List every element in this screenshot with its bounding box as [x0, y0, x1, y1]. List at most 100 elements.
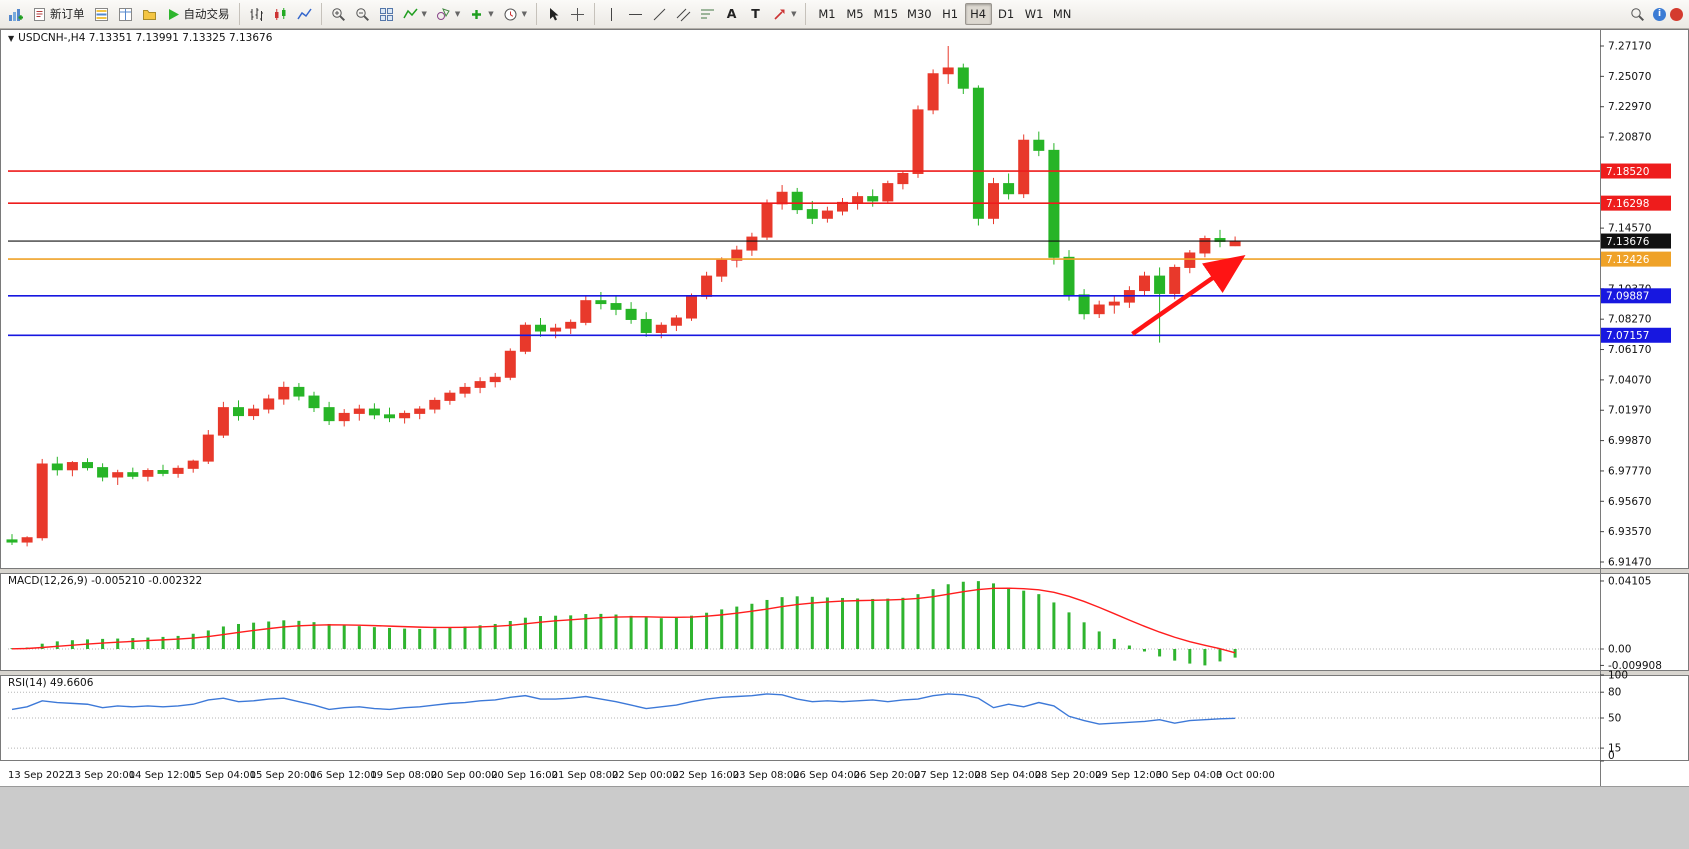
timeframe-m5[interactable]: M5 [841, 3, 868, 25]
zoom-in-button[interactable] [327, 3, 350, 25]
svg-text:7.01970: 7.01970 [1608, 405, 1651, 417]
new-order-label: 新订单 [50, 7, 85, 21]
toolbar-separator [238, 3, 240, 25]
svg-text:7.04070: 7.04070 [1608, 374, 1651, 386]
svg-text:50: 50 [1608, 713, 1621, 725]
text-button[interactable]: A [720, 3, 743, 25]
crosshair-button[interactable] [566, 3, 589, 25]
svg-text:7.16298: 7.16298 [1606, 198, 1649, 210]
search-button[interactable] [1626, 3, 1649, 25]
crosshair-icon [571, 7, 585, 21]
text-tool-icon: A [726, 5, 737, 21]
svg-text:30 Sep 04:00: 30 Sep 04:00 [1156, 770, 1223, 781]
svg-text:6.95670: 6.95670 [1608, 496, 1651, 508]
navigator-icon [142, 9, 156, 20]
svg-text:100: 100 [1608, 670, 1628, 682]
one-click-trading-arrow[interactable]: ▼ [8, 33, 15, 43]
chart-candles-button[interactable] [269, 3, 292, 25]
toolbar: 新订单 自动交易 [0, 0, 1689, 29]
svg-text:6.91470: 6.91470 [1608, 557, 1651, 569]
svg-text:26 Sep 04:00: 26 Sep 04:00 [793, 770, 860, 781]
fibonacci-button[interactable] [696, 3, 719, 25]
timeframe-m1[interactable]: M1 [813, 3, 840, 25]
toolbar-separator [594, 3, 596, 25]
arrows-button[interactable]: ▼ [768, 3, 800, 25]
svg-text:7.07157: 7.07157 [1606, 330, 1649, 342]
vertical-line-icon [611, 7, 613, 21]
timeframe-mn[interactable]: MN [1049, 3, 1076, 25]
svg-text:27 Sep 12:00: 27 Sep 12:00 [914, 770, 981, 781]
templates-button[interactable]: ▼ [465, 3, 497, 25]
svg-text:7.08270: 7.08270 [1608, 314, 1651, 326]
toolbar-separator [805, 3, 807, 25]
svg-text:7.14570: 7.14570 [1608, 223, 1651, 235]
chart-region: 7.271707.250707.229707.208707.145707.103… [0, 29, 1689, 786]
label-tool-icon: T [751, 5, 760, 21]
tile-windows-icon [379, 7, 393, 21]
navigator-button[interactable] [138, 3, 161, 25]
search-icon [1631, 7, 1645, 21]
new-order-button[interactable]: 新订单 [28, 3, 89, 25]
svg-text:6.99870: 6.99870 [1608, 435, 1651, 447]
horizontal-line-button[interactable] [624, 3, 647, 25]
zoom-in-icon [331, 7, 345, 21]
alert-icon[interactable] [1670, 7, 1683, 21]
fibonacci-icon [701, 9, 715, 18]
data-window-button[interactable] [114, 3, 137, 25]
svg-text:7.18520: 7.18520 [1606, 166, 1649, 178]
svg-text:14 Sep 12:00: 14 Sep 12:00 [129, 770, 196, 781]
svg-text:6.93570: 6.93570 [1608, 526, 1651, 538]
svg-text:23 Sep 08:00: 23 Sep 08:00 [733, 770, 800, 781]
svg-text:7.13676: 7.13676 [1606, 236, 1650, 248]
chevron-down-icon: ▼ [521, 10, 528, 18]
tile-windows-button[interactable] [375, 3, 398, 25]
new-order-icon [34, 7, 45, 21]
chart-bars-button[interactable] [245, 3, 268, 25]
timeframe-h1[interactable]: H1 [937, 3, 964, 25]
channel-button[interactable] [672, 3, 695, 25]
zoom-out-button[interactable] [351, 3, 374, 25]
svg-text:6.97770: 6.97770 [1608, 465, 1651, 477]
timeframe-m15[interactable]: M15 [869, 3, 902, 25]
timeframe-m30[interactable]: M30 [903, 3, 936, 25]
new-chart-button[interactable] [4, 3, 27, 25]
svg-text:0: 0 [1608, 750, 1615, 762]
candlestick-icon [274, 7, 285, 20]
svg-text:29 Sep 12:00: 29 Sep 12:00 [1095, 770, 1162, 781]
trendline-button[interactable] [648, 3, 671, 25]
vertical-line-button[interactable] [600, 3, 623, 25]
channel-icon [676, 8, 691, 21]
auto-trading-icon [168, 8, 179, 20]
label-button[interactable]: T [744, 3, 767, 25]
svg-text:21 Sep 08:00: 21 Sep 08:00 [552, 770, 619, 781]
svg-text:19 Sep 08:00: 19 Sep 08:00 [370, 770, 437, 781]
help-icon[interactable]: i [1653, 7, 1666, 21]
cursor-button[interactable] [542, 3, 565, 25]
svg-text:7.20870: 7.20870 [1608, 132, 1651, 144]
chart-line-button[interactable] [293, 3, 316, 25]
indicators-button[interactable]: ▼ [399, 3, 431, 25]
timeframe-h4[interactable]: H4 [964, 3, 992, 25]
toolbar-right-group: i [1626, 3, 1685, 25]
svg-text:15 Sep 04:00: 15 Sep 04:00 [189, 770, 256, 781]
svg-text:7.27170: 7.27170 [1608, 41, 1651, 53]
periods-button[interactable]: ▼ [499, 3, 531, 25]
svg-text:7.22970: 7.22970 [1608, 101, 1651, 113]
chevron-down-icon: ▼ [421, 10, 427, 18]
timeframe-group: M1 M5 M15 M30 H1 H4 D1 W1 MN [813, 3, 1075, 25]
indicators-icon [402, 8, 418, 18]
auto-trading-button[interactable]: 自动交易 [162, 3, 234, 25]
trendline-icon [653, 8, 666, 20]
market-watch-button[interactable] [90, 3, 113, 25]
arrow-tool-icon [774, 9, 785, 20]
timeframe-d1[interactable]: D1 [993, 3, 1020, 25]
timeframe-w1[interactable]: W1 [1021, 3, 1048, 25]
chart-canvas[interactable]: 7.271707.250707.229707.208707.145707.103… [0, 29, 1689, 786]
market-watch-icon [94, 7, 108, 21]
svg-text:-0.009908: -0.009908 [1608, 660, 1662, 672]
svg-text:28 Sep 04:00: 28 Sep 04:00 [974, 770, 1041, 781]
svg-text:15 Sep 20:00: 15 Sep 20:00 [250, 770, 317, 781]
svg-text:20 Sep 00:00: 20 Sep 00:00 [431, 770, 498, 781]
svg-text:22 Sep 00:00: 22 Sep 00:00 [612, 770, 679, 781]
objects-button[interactable]: ▼ [432, 3, 464, 25]
